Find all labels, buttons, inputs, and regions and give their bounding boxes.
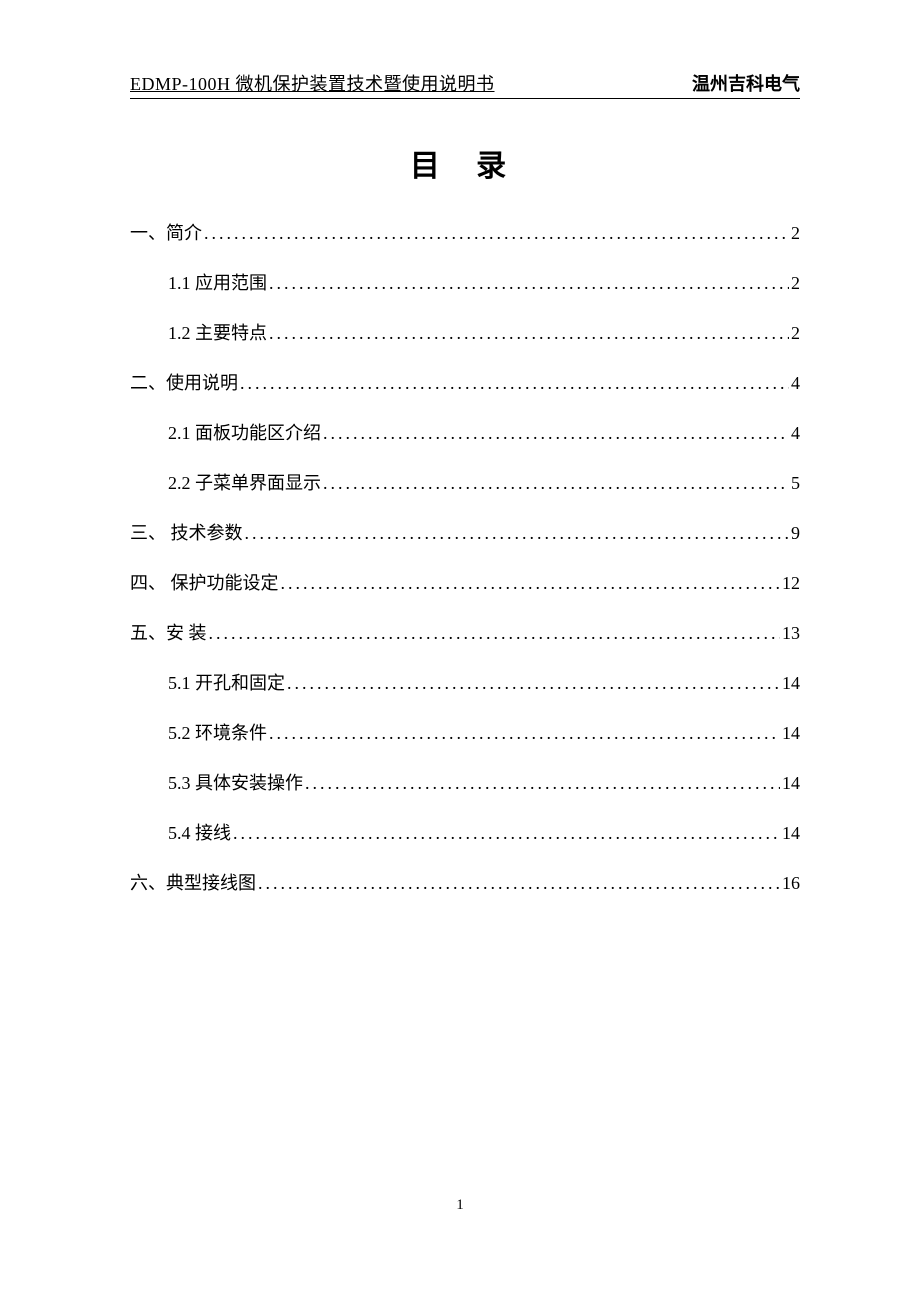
toc-dots [269, 723, 780, 744]
toc-dots [323, 423, 789, 444]
toc-dots [245, 523, 790, 544]
toc-dots [305, 773, 780, 794]
toc-dots [240, 373, 789, 394]
toc-entry-page: 5 [791, 473, 800, 494]
toc-entry-label: 2.1 面板功能区介绍 [168, 419, 321, 445]
toc-entry-label: 5.1 开孔和固定 [168, 669, 285, 695]
toc-entry-page: 4 [791, 423, 800, 444]
header-left-text: EDMP-100H 微机保护装置技术暨使用说明书 [130, 70, 495, 96]
toc-entry: 5.2 环境条件 14 [130, 719, 800, 745]
toc-dots [287, 673, 780, 694]
toc-entry-page: 2 [791, 273, 800, 294]
document-page: EDMP-100H 微机保护装置技术暨使用说明书 温州吉科电气 目 录 一、简介… [0, 0, 920, 895]
toc-entry: 五、安 装 13 [130, 619, 800, 645]
toc-entry-label: 1.2 主要特点 [168, 319, 267, 345]
toc-dots [204, 223, 789, 244]
table-of-contents: 一、简介21.1 应用范围21.2 主要特点2二、使用说明42.1 面板功能区介… [130, 219, 800, 895]
toc-entry-label: 四、 保护功能设定 [130, 569, 279, 595]
toc-entry-label: 5.4 接线 [168, 819, 231, 845]
toc-entry-page: 14 [782, 673, 800, 694]
toc-entry: 1.1 应用范围 2 [130, 269, 800, 295]
header-right-text: 温州吉科电气 [692, 70, 800, 96]
toc-entry: 2.1 面板功能区介绍 4 [130, 419, 800, 445]
toc-dots [281, 573, 781, 594]
toc-entry-label: 1.1 应用范围 [168, 269, 267, 295]
toc-dots [269, 273, 789, 294]
toc-entry-label: 三、 技术参数 [130, 519, 243, 545]
toc-entry: 二、使用说明 4 [130, 369, 800, 395]
toc-dots [269, 323, 789, 344]
toc-entry-page: 14 [782, 773, 800, 794]
toc-dots [258, 873, 780, 894]
toc-entry: 5.1 开孔和固定 14 [130, 669, 800, 695]
header: EDMP-100H 微机保护装置技术暨使用说明书 温州吉科电气 [130, 70, 800, 99]
toc-entry-label: 2.2 子菜单界面显示 [168, 469, 321, 495]
toc-entry-page: 2 [791, 323, 800, 344]
toc-entry-page: 9 [791, 523, 800, 544]
toc-entry-page: 14 [782, 823, 800, 844]
toc-entry: 2.2 子菜单界面显示 5 [130, 469, 800, 495]
toc-entry-label: 五、安 装 [130, 619, 207, 645]
page-title: 目 录 [130, 141, 800, 185]
toc-entry-page: 4 [791, 373, 800, 394]
toc-entry-label: 一、简介 [130, 219, 202, 245]
toc-entry-label: 六、典型接线图 [130, 869, 256, 895]
toc-entry-page: 13 [782, 623, 800, 644]
toc-dots [323, 473, 789, 494]
toc-entry-page: 2 [791, 223, 800, 244]
toc-entry: 六、典型接线图 16 [130, 869, 800, 895]
toc-entry: 1.2 主要特点 2 [130, 319, 800, 345]
toc-entry: 三、 技术参数 9 [130, 519, 800, 545]
toc-entry-label: 5.3 具体安装操作 [168, 769, 303, 795]
toc-dots [233, 823, 780, 844]
toc-entry: 一、简介 2 [130, 219, 800, 245]
toc-dots [209, 623, 781, 644]
toc-entry: 5.4 接线 14 [130, 819, 800, 845]
toc-entry: 四、 保护功能设定 12 [130, 569, 800, 595]
page-number: 1 [0, 1197, 920, 1214]
toc-entry-page: 14 [782, 723, 800, 744]
toc-entry-page: 12 [782, 573, 800, 594]
toc-entry-label: 二、使用说明 [130, 369, 238, 395]
toc-entry-label: 5.2 环境条件 [168, 719, 267, 745]
toc-entry: 5.3 具体安装操作 14 [130, 769, 800, 795]
toc-entry-page: 16 [782, 873, 800, 894]
